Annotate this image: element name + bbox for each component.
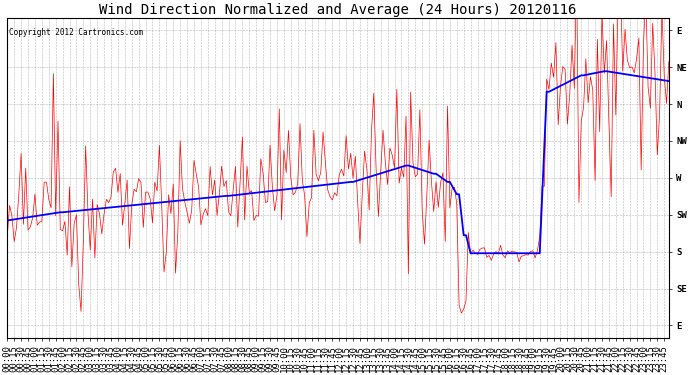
Title: Wind Direction Normalized and Average (24 Hours) 20120116: Wind Direction Normalized and Average (2… [99,3,577,17]
Text: Copyright 2012 Cartronics.com: Copyright 2012 Cartronics.com [9,27,144,36]
